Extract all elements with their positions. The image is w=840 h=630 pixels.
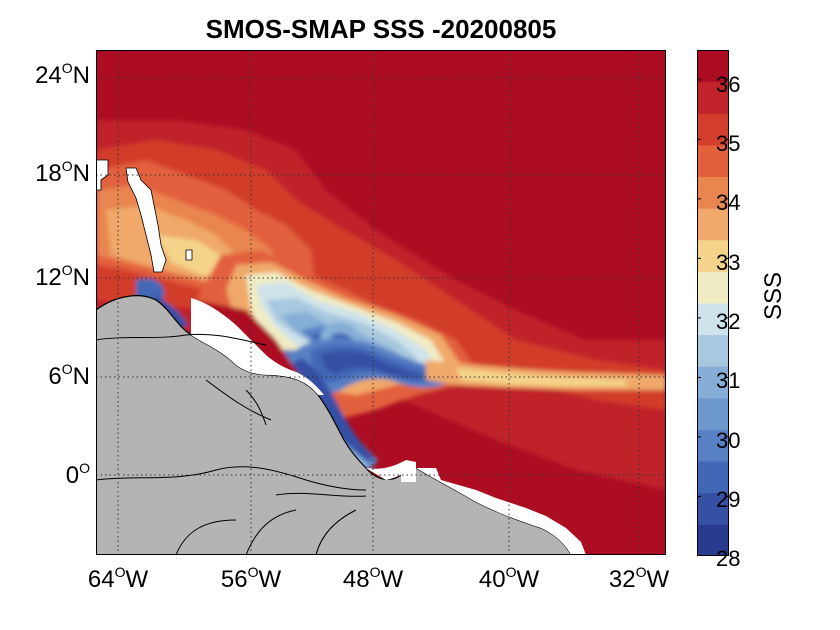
y-tick-0: 0O — [65, 460, 90, 489]
colorbar-segment — [697, 303, 729, 336]
colorbar-segment — [697, 176, 729, 209]
y-tick-24n: 24ON — [35, 60, 90, 89]
y-tick-6n: 6ON — [48, 361, 90, 390]
borders — [96, 333, 367, 555]
colorbar-segment — [697, 239, 729, 272]
colorbar-tick-31: 31 — [716, 368, 741, 393]
colorbar-segment — [697, 397, 729, 430]
x-tick-64w: 64OW — [87, 564, 149, 593]
x-tick-48w: 48OW — [342, 564, 404, 593]
graticule — [96, 50, 666, 555]
x-tick-32w: 32OW — [608, 564, 670, 593]
colorbar-tick-33: 33 — [716, 250, 741, 275]
colorbar-frame — [697, 50, 729, 556]
colorbar-segment — [697, 492, 729, 525]
colorbar-segment — [697, 271, 729, 304]
colorbar-tick-30: 30 — [716, 428, 741, 453]
colorbar-tick-32: 32 — [716, 309, 741, 334]
colorbar — [697, 50, 729, 556]
colorbar-segment — [697, 429, 729, 462]
colorbar-segment — [697, 50, 729, 83]
colorbar-tick-35: 35 — [716, 131, 741, 156]
map-title: SMOS-SMAP SSS -20200805 — [205, 14, 557, 44]
colorbar-segment — [697, 461, 729, 494]
caribbean-no-data — [96, 159, 193, 273]
colorbar-segment — [697, 524, 729, 556]
colorbar-segment — [697, 144, 729, 177]
colorbar-tick-34: 34 — [716, 190, 741, 215]
colorbar-segment — [697, 81, 729, 114]
colorbar-tick-36: 36 — [716, 72, 741, 97]
colorbar-segment — [697, 208, 729, 241]
colorbar-tick-29: 29 — [716, 487, 741, 512]
colorbar-segment — [697, 366, 729, 399]
x-tick-40w: 40OW — [478, 564, 540, 593]
colorbar-title: SSS — [760, 271, 787, 320]
y-tick-12n: 12ON — [35, 262, 90, 291]
colorbar-tick-28: 28 — [716, 546, 741, 571]
map-frame — [96, 50, 666, 555]
map-panel — [96, 50, 666, 555]
y-tick-18n: 18ON — [35, 158, 90, 187]
coastal-no-data — [191, 298, 586, 555]
colorbar-segment — [697, 334, 729, 367]
colorbar-segment — [697, 113, 729, 146]
x-tick-56w: 56OW — [220, 564, 282, 593]
